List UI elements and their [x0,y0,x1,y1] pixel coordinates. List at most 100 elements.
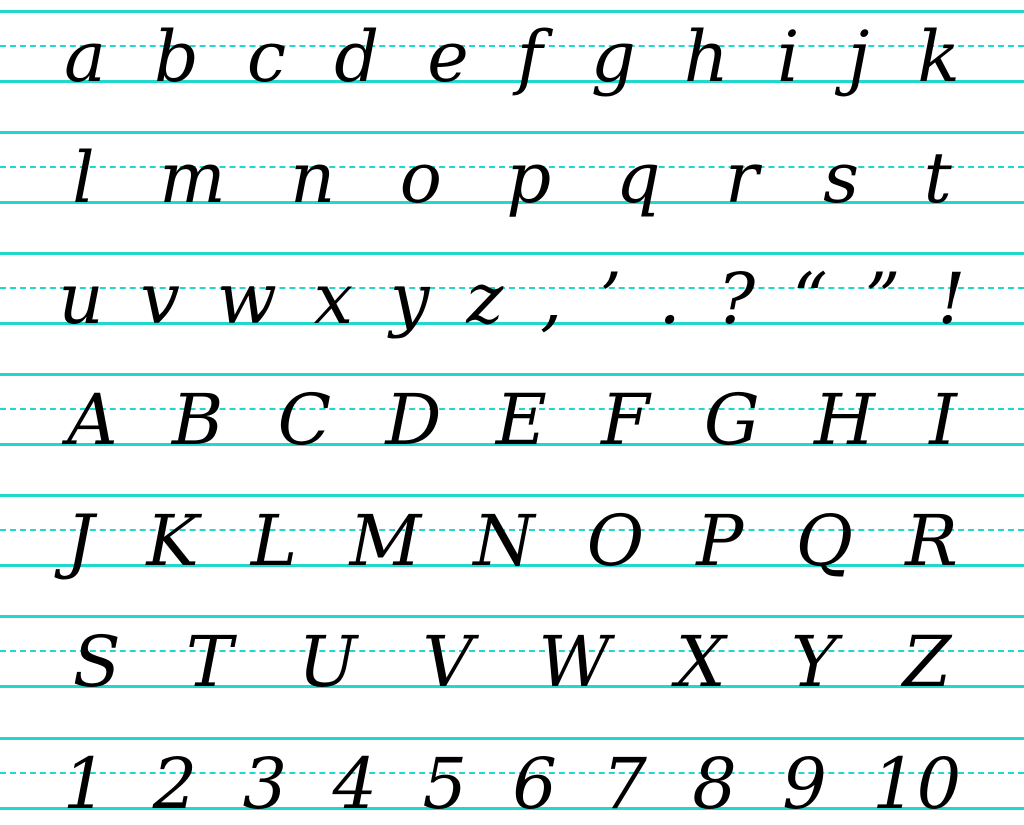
baseline [0,685,1024,688]
cursive-character: 7 [602,743,647,825]
cursive-character: V [422,621,474,703]
cursive-character: 2 [152,743,198,825]
cursive-character: a [64,16,106,98]
cursive-character: R [905,500,958,582]
cursive-character: 9 [782,743,827,825]
cursive-character: u [58,258,104,340]
top-line [0,737,1024,740]
baseline [0,564,1024,567]
cursive-character: W [538,621,611,703]
midline-dashed [0,529,1024,531]
cursive-character: , [540,258,563,340]
cursive-character: ? [717,258,756,340]
cursive-character: M [349,500,422,582]
cursive-character: Q [795,500,853,582]
cursive-character: m [159,137,226,219]
midline-dashed [0,408,1024,410]
cursive-character: D [385,379,442,461]
cursive-character: N [473,500,535,582]
midline-dashed [0,45,1024,47]
midline-dashed [0,772,1024,774]
cursive-character: c [246,16,287,98]
cursive-character: h [683,16,729,98]
cursive-character: K [146,500,199,582]
cursive-character: 3 [242,743,288,825]
cursive-character: ’ [599,258,622,340]
cursive-character: S [72,621,121,703]
cursive-character: H [813,379,875,461]
cursive-character: O [586,500,645,582]
cursive-character: v [140,258,180,340]
midline-dashed [0,287,1024,289]
top-line [0,10,1024,13]
letter-group: u v w x y z,’.? “”! [40,264,984,334]
cursive-character: l [72,137,95,219]
cursive-character: X [675,621,726,703]
writing-row: u v w x y z,’.? “”! [0,0,1024,334]
cursive-character: k [917,16,960,98]
midline-dashed [0,166,1024,168]
cursive-character: 10 [872,743,962,825]
cursive-character: A [67,379,118,461]
cursive-character: w [216,258,277,340]
cursive-character: T [186,621,233,703]
cursive-character: q [615,137,661,219]
midline-dashed [0,650,1024,652]
cursive-character: n [290,137,336,219]
cursive-character: B [171,379,224,461]
top-line [0,494,1024,497]
cursive-character: “ [792,258,828,340]
cursive-character: 1 [62,743,108,825]
cursive-character: b [153,16,199,98]
cursive-character: ” [864,258,901,340]
cursive-character: t [923,137,952,219]
cursive-character: U [298,621,358,703]
cursive-character: j [847,16,870,98]
cursive-character: r [725,137,759,219]
cursive-character: g [590,16,636,98]
top-line [0,615,1024,618]
letter-group: 1 2 3 4 5 6 7 8 9 10 [40,749,984,819]
cursive-character: z [466,258,504,340]
cursive-character: 4 [332,743,378,825]
cursive-character: p [506,137,552,219]
cursive-character: y [389,258,430,340]
cursive-character: 6 [512,743,557,825]
cursive-character: . [658,258,681,340]
cursive-character: E [495,379,547,461]
top-line [0,373,1024,376]
baseline [0,443,1024,446]
cursive-character: f [516,16,543,98]
cursive-character: L [250,500,298,582]
baseline [0,807,1024,810]
cursive-character: i [777,16,800,98]
top-line [0,252,1024,255]
cursive-character: d [334,16,380,98]
cursive-character: ! [937,258,966,340]
cursive-character: o [399,137,442,219]
top-line [0,131,1024,134]
baseline [0,322,1024,325]
cursive-character: x [313,258,354,340]
cursive-character: 8 [692,743,737,825]
cursive-character: F [601,379,650,461]
cursive-character: 5 [422,743,467,825]
baseline [0,80,1024,83]
cursive-character: I [929,379,957,461]
cursive-character: Z [902,621,952,703]
cursive-character: s [823,137,860,219]
cursive-character: e [427,16,469,98]
cursive-character: Y [790,621,838,703]
cursive-character: P [696,500,744,582]
cursive-character: C [277,379,332,461]
